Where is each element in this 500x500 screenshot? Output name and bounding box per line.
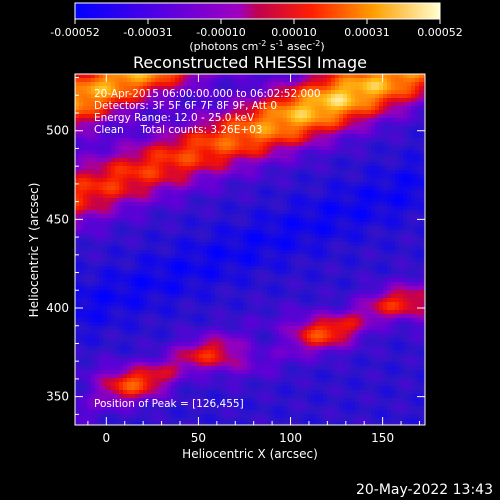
- colorbar-ticks: -0.00052 -0.00031 -0.00010 0.00010 0.00031 0.…: [50, 19, 463, 39]
- y-axis-label: Heliocentric Y (arcsec): [27, 183, 41, 318]
- colorbar: [74, 2, 441, 20]
- annotation-detectors: Detectors: 3F 5F 6F 7F 8F 9F, Att 0: [94, 100, 277, 112]
- colorbar-tick-label: -0.00010: [196, 26, 245, 39]
- y-tick-label: 500: [46, 124, 69, 138]
- colorbar-tick-label: 0.00010: [271, 26, 317, 39]
- x-tick-label: 50: [191, 431, 206, 445]
- x-tick-label: 100: [279, 431, 302, 445]
- y-tick-label: 350: [46, 390, 69, 404]
- x-tick-label: 0: [102, 431, 110, 445]
- plot-frame: [74, 73, 426, 426]
- heatmap-image: [75, 74, 425, 425]
- annotation-time-range: 20-Apr-2015 06:00:00.000 to 06:02:52.000: [94, 88, 321, 100]
- axis-ticks: 0 50 100 150 350 400 450 500: [46, 74, 425, 445]
- annotation-clean-counts: Clean Total counts: 3.26E+03: [94, 124, 263, 136]
- annotation-energy-range: Energy Range: 12.0 - 25.0 keV: [94, 112, 255, 124]
- colorbar-units: (photons cm-2 s-1 asec-2): [189, 39, 324, 53]
- y-tick-label: 450: [46, 212, 69, 226]
- colorbar-tick-label: -0.00031: [123, 26, 172, 39]
- colorbar-tick-label: 0.00052: [417, 26, 463, 39]
- y-tick-label: 400: [46, 301, 69, 315]
- x-axis-label: Heliocentric X (arcsec): [182, 447, 318, 461]
- colorbar-tick-label: -0.00052: [50, 26, 99, 39]
- chart-title: Reconstructed RHESSI Image: [133, 53, 367, 72]
- annotation-peak-position: Position of Peak = [126,455]: [94, 398, 244, 410]
- colorbar-tick-label: 0.00031: [344, 26, 390, 39]
- datestamp: 20-May-2022 13:43: [355, 482, 493, 498]
- x-tick-label: 150: [371, 431, 394, 445]
